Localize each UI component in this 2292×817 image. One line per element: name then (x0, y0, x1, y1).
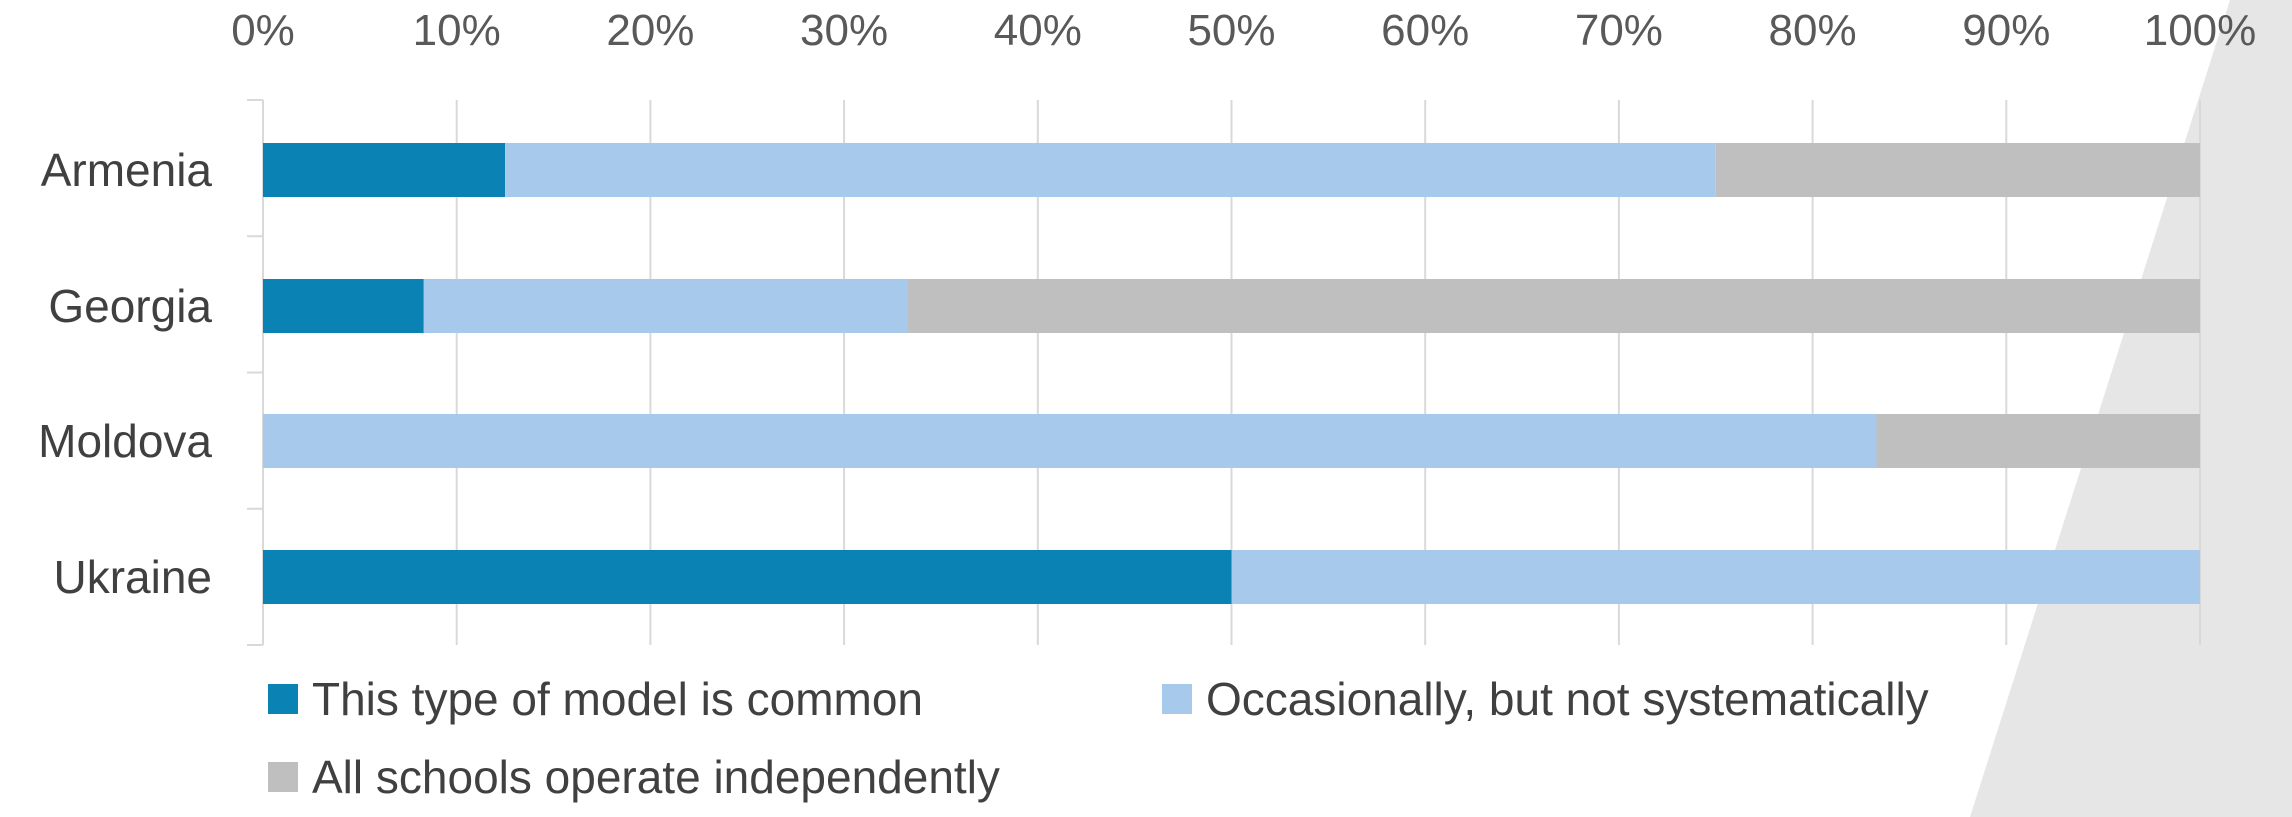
x-tick-label: 20% (606, 6, 694, 55)
x-tick-label: 100% (2144, 6, 2257, 55)
legend-label: Occasionally, but not systematically (1206, 673, 1929, 725)
bars (263, 143, 2200, 604)
category-axis (247, 99, 264, 646)
x-axis-ticks: 0% 10% 20% 30% 40% 50% 60% 70% 80% 90% 100% (231, 6, 2256, 55)
legend-item: Occasionally, but not systematically (1162, 673, 1929, 725)
bar-segment (1231, 550, 2200, 604)
x-tick-label: 90% (1962, 6, 2050, 55)
category-label: Moldova (38, 415, 212, 467)
x-tick-label: 80% (1769, 6, 1857, 55)
category-labels: Armenia Georgia Moldova Ukraine (38, 144, 212, 603)
bar-segment (423, 279, 909, 333)
bar-segment (263, 414, 1877, 468)
decorative-background-shape (1970, 0, 2292, 817)
category-label: Georgia (48, 280, 212, 332)
bar-segment (263, 279, 424, 333)
legend-swatch (268, 684, 298, 714)
x-tick-label: 40% (994, 6, 1082, 55)
legend: This type of model is common Occasionally… (268, 673, 1929, 803)
x-tick-label: 10% (413, 6, 501, 55)
bar-segment (1715, 143, 2200, 197)
x-tick-label: 30% (800, 6, 888, 55)
bar-segment (263, 143, 506, 197)
category-label: Armenia (41, 144, 213, 196)
legend-label: All schools operate independently (312, 751, 1000, 803)
bar-segment (908, 279, 2200, 333)
legend-label: This type of model is common (312, 673, 923, 725)
category-label: Ukraine (53, 551, 212, 603)
bar-segment (1876, 414, 2200, 468)
x-tick-label: 0% (231, 6, 295, 55)
bar-segment (263, 550, 1232, 604)
legend-item: All schools operate independently (268, 751, 1000, 803)
legend-swatch (268, 762, 298, 792)
legend-swatch (1162, 684, 1192, 714)
x-tick-label: 50% (1187, 6, 1275, 55)
bar-segment (505, 143, 1716, 197)
x-tick-label: 60% (1381, 6, 1469, 55)
legend-item: This type of model is common (268, 673, 923, 725)
x-tick-label: 70% (1575, 6, 1663, 55)
